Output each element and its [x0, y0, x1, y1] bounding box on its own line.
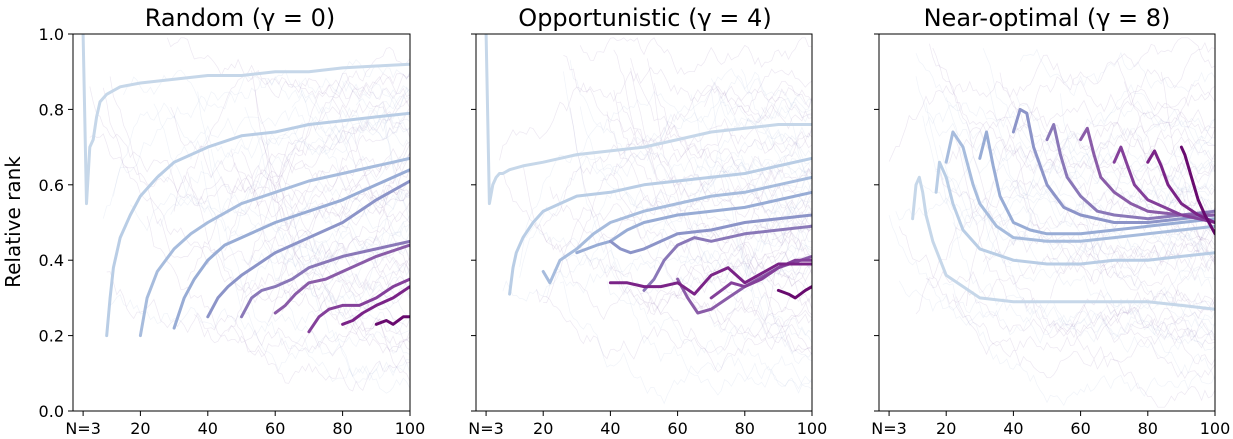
panel-random: Random (γ = 0) N=3 20 40 60 80 100 0.00.20.40…: [1, 4, 425, 438]
x-tick-label: 60: [1070, 419, 1090, 438]
background-trajectory: [929, 44, 1215, 190]
y-tick-label: 0.8: [39, 100, 64, 119]
x-tick-label: 80: [1138, 419, 1158, 438]
x-axis-ticks: N=3 20 40 60 80 100: [468, 411, 827, 438]
background-trajectory: [580, 38, 812, 75]
background-trajectory: [647, 69, 812, 161]
y-axis-ticks: 0.0 0.2 0.4 0.6 0.8 1.0: [39, 25, 73, 421]
y-axis-ticks: [874, 34, 879, 411]
panel-title: Opportunistic (γ = 4): [518, 4, 771, 32]
background-trajectory: [923, 143, 1215, 204]
background-trajectory: [349, 319, 410, 367]
y-tick-label: 0.0: [39, 402, 64, 421]
panel-title: Near-optimal (γ = 8): [924, 4, 1171, 32]
x-tick-label: 20: [533, 419, 553, 438]
x-tick-label: 20: [130, 419, 150, 438]
background-trajectory: [926, 85, 1215, 151]
x-tick-label: 100: [1200, 419, 1231, 438]
plot-frame: [73, 34, 410, 411]
x-axis-ticks: N=3 20 40 60 80 100: [871, 411, 1230, 438]
background-trajectory: [1054, 290, 1215, 328]
x-axis-ticks: N=3 20 40 60 80 100: [65, 411, 425, 438]
background-trajectories: [889, 38, 1215, 407]
series-line-0: [486, 34, 812, 204]
panel-title: Random (γ = 0): [145, 4, 336, 32]
x-tick-label: 80: [735, 419, 755, 438]
panel-opportunistic: Opportunistic (γ = 4) N=3 20 40 60 80 100: [468, 4, 827, 438]
x-tick-label: N=3: [871, 419, 907, 438]
x-tick-label: 60: [667, 419, 687, 438]
y-tick-label: 0.2: [39, 327, 64, 346]
panel-near-optimal: Near-optimal (γ = 8) N=3 20 40 60 80 100: [871, 4, 1230, 438]
x-tick-label: N=3: [65, 419, 101, 438]
background-trajectory: [970, 133, 1215, 407]
x-tick-label: 100: [797, 419, 828, 438]
background-trajectories: [90, 38, 410, 393]
y-axis-label: Relative rank: [1, 156, 25, 288]
y-tick-label: 1.0: [39, 25, 64, 44]
x-tick-label: N=3: [468, 419, 504, 438]
background-trajectory: [1020, 50, 1215, 96]
x-tick-label: 60: [265, 419, 285, 438]
x-tick-label: 100: [395, 419, 426, 438]
x-tick-label: 40: [198, 419, 218, 438]
y-axis-ticks: [471, 34, 476, 411]
background-trajectory: [889, 55, 1215, 162]
series-line-9: [778, 287, 812, 298]
y-tick-label: 0.6: [39, 176, 64, 195]
x-tick-label: 80: [332, 419, 352, 438]
background-trajectory: [198, 92, 410, 379]
y-tick-label: 0.4: [39, 251, 64, 270]
x-tick-label: 40: [1003, 419, 1023, 438]
x-tick-label: 20: [936, 419, 956, 438]
x-tick-label: 40: [600, 419, 620, 438]
